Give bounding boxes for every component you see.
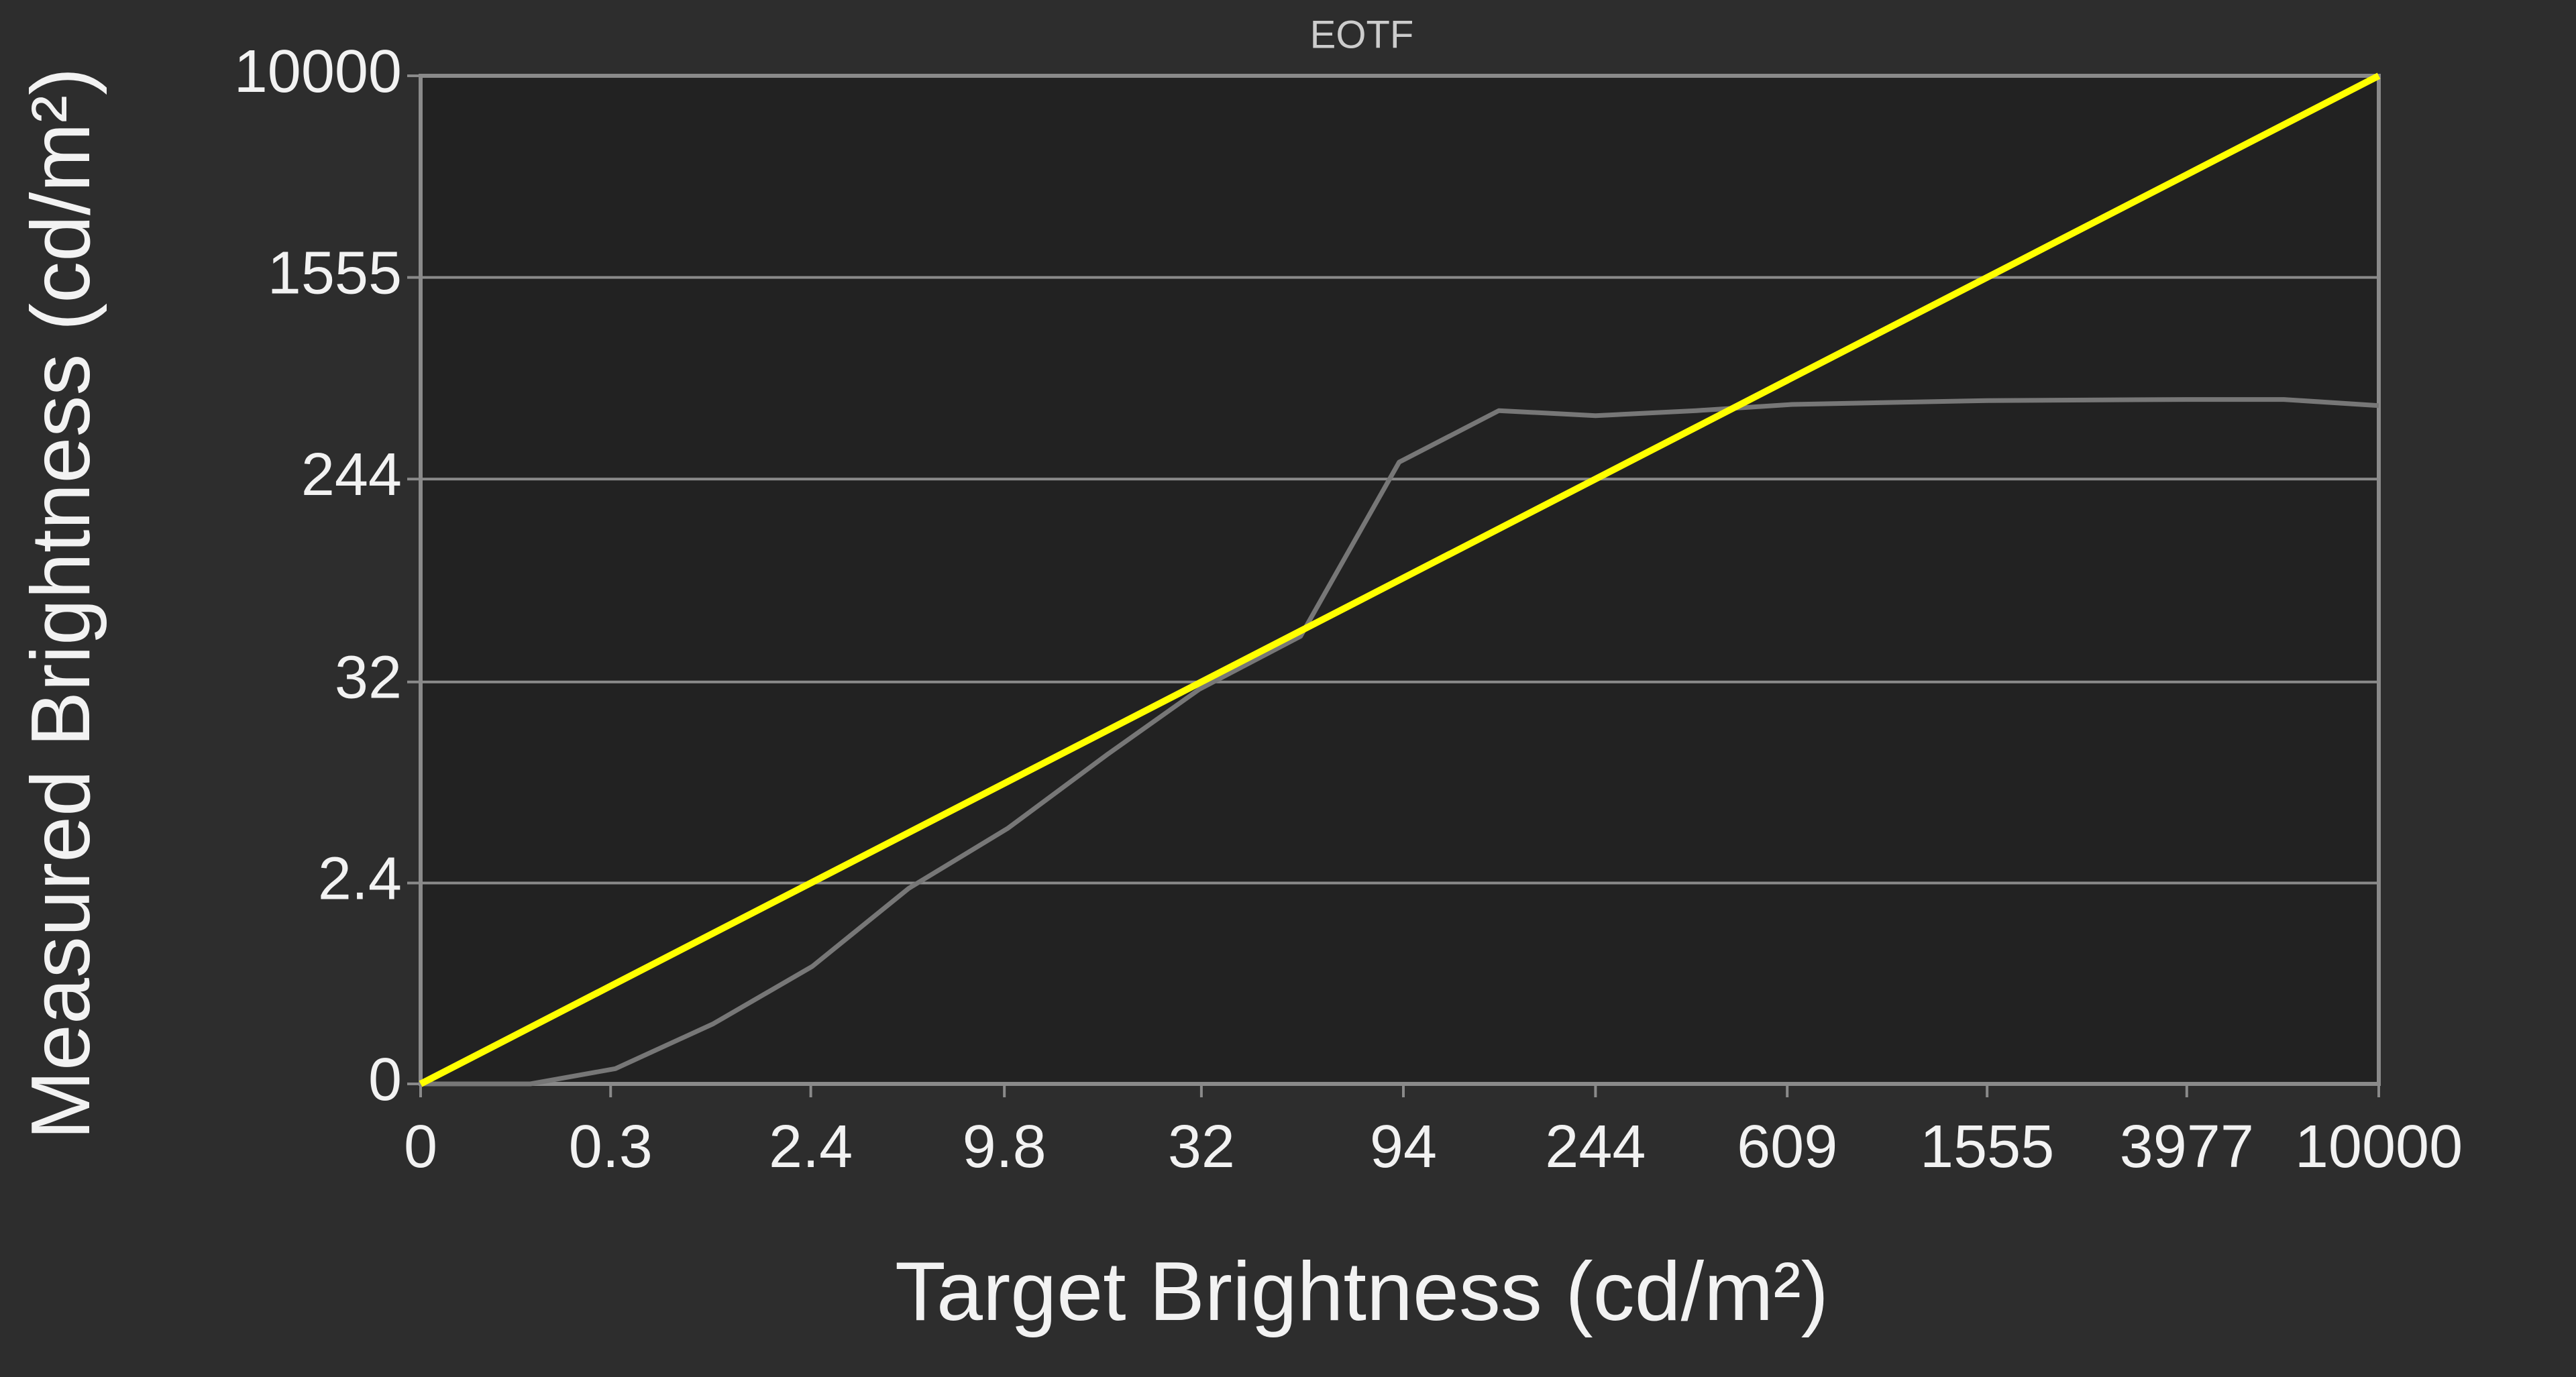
y-tick-label: 10000 — [234, 38, 402, 105]
y-tick-label: 244 — [301, 441, 402, 508]
x-tick-label: 1555 — [1920, 1113, 2054, 1180]
x-tick-label: 2.4 — [769, 1113, 853, 1180]
x-tick-label: 32 — [1168, 1113, 1235, 1180]
data-line — [421, 397, 2379, 1087]
y-tick-label: 1555 — [268, 239, 402, 307]
y-tick-label: 32 — [335, 644, 402, 711]
y-tick-label: 0 — [368, 1046, 402, 1113]
x-tick-label: 0.3 — [569, 1113, 653, 1180]
x-tick-label: 0 — [404, 1113, 437, 1180]
y-tick-label: 2.4 — [318, 845, 402, 912]
plot-border — [419, 74, 2381, 1086]
chart-title: EOTF — [1310, 13, 1414, 56]
x-tick-label: 10000 — [2295, 1113, 2463, 1180]
x-tick-label: 609 — [1737, 1113, 1837, 1180]
x-tick-label: 9.8 — [963, 1113, 1046, 1180]
x-tick-label: 3977 — [2120, 1113, 2254, 1180]
x-axis-label: Target Brightness (cd/m²) — [895, 1246, 1829, 1338]
data-line — [419, 72, 2381, 1087]
y-axis-label: Measured Brightness (cd/m²) — [15, 68, 107, 1140]
x-tick-label: 94 — [1370, 1113, 1437, 1180]
x-tick-label: 244 — [1545, 1113, 1646, 1180]
